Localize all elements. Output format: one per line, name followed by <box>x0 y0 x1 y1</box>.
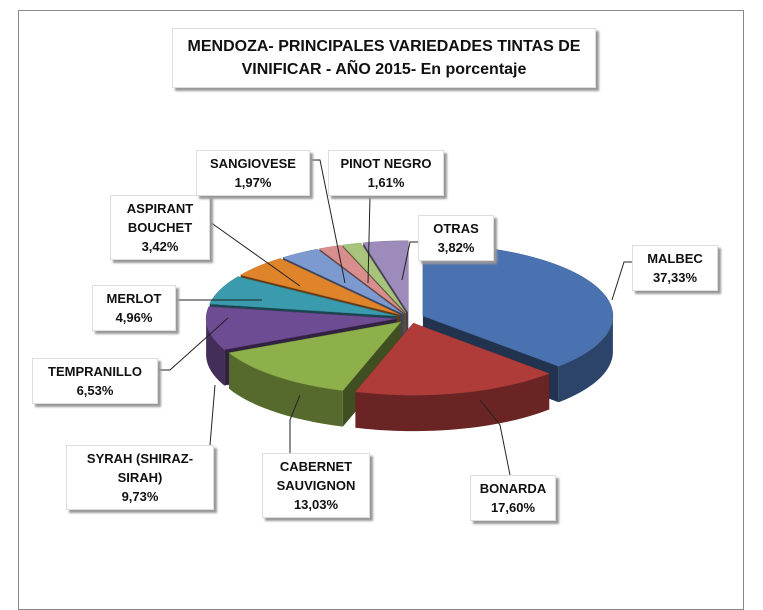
slice <box>209 276 398 317</box>
chart-title: MENDOZA- PRINCIPALES VARIEDADES TINTAS D… <box>172 28 596 88</box>
slice-side <box>206 318 225 386</box>
slice-side <box>229 352 343 427</box>
category-label: MERLOT <box>106 291 162 306</box>
data-label: MERLOT 4,96% <box>92 285 176 331</box>
category-label: ASPIRANT BOUCHET <box>126 201 194 235</box>
category-label: SANGIOVESE <box>210 156 296 171</box>
leader-line <box>479 399 511 476</box>
value-label: 3,42% <box>141 239 179 254</box>
slice-side <box>355 373 550 432</box>
category-label: BONARDA <box>479 481 547 496</box>
value-label: 4,96% <box>115 310 153 325</box>
leader-line <box>289 394 301 453</box>
slice <box>228 321 402 391</box>
category-label: PINOT NEGRO <box>340 156 432 171</box>
slice <box>354 322 550 432</box>
slice <box>205 306 397 350</box>
category-label: MALBEC <box>647 251 703 266</box>
data-label: CABERNET SAUVIGNON 13,03% <box>262 453 370 518</box>
data-label: ASPIRANT BOUCHET 3,42% <box>110 195 210 260</box>
slice <box>282 248 403 314</box>
leader-line <box>209 221 301 287</box>
data-label: TEMPRANILLO 6,53% <box>32 358 158 404</box>
value-label: 1,97% <box>234 175 272 190</box>
data-label: PINOT NEGRO 1,61% <box>328 150 444 196</box>
category-label: TEMPRANILLO <box>48 364 142 379</box>
value-label: 9,73% <box>121 489 159 504</box>
value-label: 6,53% <box>76 383 114 398</box>
leader-line <box>310 159 346 284</box>
value-label: 1,61% <box>367 175 405 190</box>
data-label: OTRAS 3,82% <box>418 215 494 261</box>
slice-side <box>558 315 613 403</box>
slice <box>228 321 402 427</box>
value-label: 13,03% <box>293 497 339 512</box>
slice <box>354 322 550 396</box>
slice <box>362 240 409 314</box>
category-label: OTRAS <box>433 221 479 236</box>
value-label: 37,33% <box>652 270 698 285</box>
leader-line <box>367 195 371 284</box>
slice <box>341 242 407 314</box>
category-label: CABERNET SAUVIGNON <box>276 459 356 493</box>
leader-line <box>611 261 632 301</box>
data-label: BONARDA 17,60% <box>470 475 556 521</box>
data-label: SYRAH (SHIRAZ-SIRAH) 9,73% <box>66 445 214 510</box>
category-label: SYRAH (SHIRAZ-SIRAH) <box>86 451 194 485</box>
leader-line <box>158 317 229 371</box>
value-label: 17,60% <box>490 500 536 515</box>
leader-line <box>401 241 418 281</box>
data-label: SANGIOVESE 1,97% <box>196 150 310 196</box>
value-label: 3,82% <box>437 240 475 255</box>
data-label: MALBEC 37,33% <box>632 245 718 291</box>
leader-line <box>209 384 216 446</box>
